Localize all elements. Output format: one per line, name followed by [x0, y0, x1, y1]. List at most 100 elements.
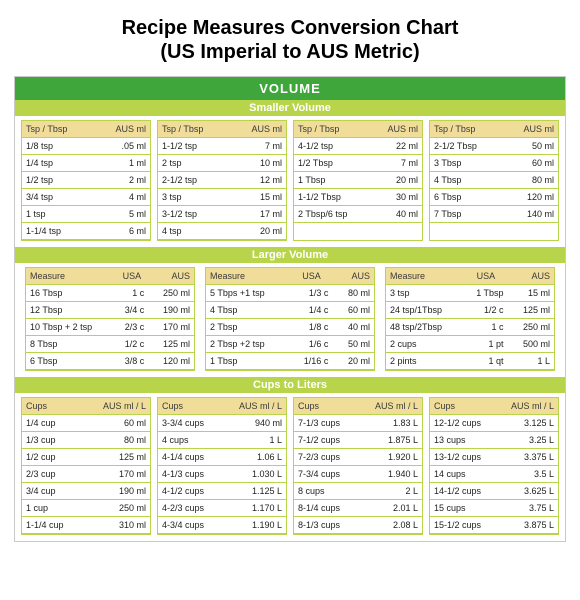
- table-cell: 60 ml: [334, 302, 374, 319]
- table-header: USA: [289, 268, 335, 285]
- table-cell: 17 ml: [230, 206, 286, 223]
- table-row: 3/4 cup190 ml: [22, 483, 150, 500]
- table-cell: 1 qt: [462, 353, 509, 370]
- table-cell: 60 ml: [82, 415, 150, 432]
- table-cell: 2 tsp: [158, 155, 230, 172]
- table-cell: 12 ml: [230, 172, 286, 189]
- table-cell: 2 Tbsp/6 tsp: [294, 206, 371, 223]
- table-cell: 3.5 L: [496, 466, 558, 483]
- table-row: 14 cups3.5 L: [430, 466, 558, 483]
- table-cell: 120 ml: [150, 353, 194, 370]
- table-cell: 12-1/2 cups: [430, 415, 496, 432]
- table-cell: 3.375 L: [496, 449, 558, 466]
- table-header: Measure: [386, 268, 462, 285]
- table-cell: 2-1/2 tsp: [158, 172, 230, 189]
- table-row: 2/3 cup170 ml: [22, 466, 150, 483]
- table-row: 1-1/4 tsp6 ml: [22, 223, 150, 240]
- table-header: Measure: [206, 268, 289, 285]
- smaller-volume-row: Tsp / TbspAUS ml1/8 tsp.05 ml1/4 tsp1 ml…: [15, 116, 565, 247]
- table-row: 2 Tbsp1/8 c40 ml: [206, 319, 374, 336]
- cups-to-liters-banner: Cups to Liters: [15, 377, 565, 393]
- table-cell: 3.125 L: [496, 415, 558, 432]
- table-cell: 16 Tbsp: [26, 285, 113, 302]
- table-row: 3/4 tsp4 ml: [22, 189, 150, 206]
- table-row: 3-1/2 tsp17 ml: [158, 206, 286, 223]
- table-row: 3-3/4 cups940 ml: [158, 415, 286, 432]
- table-cell: 3/4 cup: [22, 483, 82, 500]
- table-cell: 7 ml: [371, 155, 422, 172]
- table-row: 8-1/3 cups2.08 L: [294, 517, 422, 534]
- table-cell: 8 cups: [294, 483, 357, 500]
- table-row: 2 Tbsp +2 tsp1/6 c50 ml: [206, 336, 374, 353]
- table-header: AUS ml: [503, 121, 558, 138]
- table-cell: 6 Tbsp: [26, 353, 113, 370]
- table-row: 1 tsp5 ml: [22, 206, 150, 223]
- table-cell: 4 Tbsp: [430, 172, 503, 189]
- table-row: 13-1/2 cups3.375 L: [430, 449, 558, 466]
- conversion-table: MeasureUSAAUS16 Tbsp1 c250 ml12 Tbsp3/4 …: [26, 267, 194, 370]
- table-cell: 3/4 c: [113, 302, 150, 319]
- table-cell: 12 Tbsp: [26, 302, 113, 319]
- table-cell: 3-1/2 tsp: [158, 206, 230, 223]
- table-cell: 2.08 L: [357, 517, 422, 534]
- table-cell: 1.030 L: [221, 466, 286, 483]
- larger-volume-row: MeasureUSAAUS16 Tbsp1 c250 ml12 Tbsp3/4 …: [15, 263, 565, 377]
- table-cell: 1 Tbsp: [294, 172, 371, 189]
- conversion-table: CupsAUS ml / L12-1/2 cups3.125 L13 cups3…: [430, 397, 558, 534]
- table-header: AUS ml: [94, 121, 150, 138]
- table-panel: Tsp / TbspAUS ml2-1/2 Tbsp50 ml3 Tbsp60 …: [429, 120, 559, 241]
- table-cell: 1.83 L: [357, 415, 422, 432]
- table-header: AUS: [150, 268, 194, 285]
- table-cell: 22 ml: [371, 138, 422, 155]
- table-cell: 1.190 L: [221, 517, 286, 534]
- table-header: AUS ml / L: [82, 398, 150, 415]
- table-row: 3 tsp1 Tbsp15 ml: [386, 285, 554, 302]
- table-cell: 3 tsp: [386, 285, 462, 302]
- table-cell: 1 L: [221, 432, 286, 449]
- table-cell: 3 tsp: [158, 189, 230, 206]
- table-cell: 2/3 c: [113, 319, 150, 336]
- table-row: 2 tsp10 ml: [158, 155, 286, 172]
- table-row: 1-1/2 Tbsp30 ml: [294, 189, 422, 206]
- table-cell: 170 ml: [150, 319, 194, 336]
- table-row: 1/2 Tbsp7 ml: [294, 155, 422, 172]
- conversion-table: Tsp / TbspAUS ml1/8 tsp.05 ml1/4 tsp1 ml…: [22, 120, 150, 240]
- table-panel: MeasureUSAAUS16 Tbsp1 c250 ml12 Tbsp3/4 …: [25, 267, 195, 371]
- table-row: 8 cups2 L: [294, 483, 422, 500]
- table-header: Cups: [294, 398, 357, 415]
- table-row: 4-1/3 cups1.030 L: [158, 466, 286, 483]
- table-panel: CupsAUS ml / L1/4 cup60 ml1/3 cup80 ml1/…: [21, 397, 151, 535]
- table-cell: 8-1/4 cups: [294, 500, 357, 517]
- table-row: 8 Tbsp1/2 c125 ml: [26, 336, 194, 353]
- conversion-table: Tsp / TbspAUS ml4-1/2 tsp22 ml1/2 Tbsp7 …: [294, 120, 422, 223]
- table-row: 14-1/2 cups3.625 L: [430, 483, 558, 500]
- table-cell: 1-1/4 cup: [22, 517, 82, 534]
- table-cell: 4 cups: [158, 432, 221, 449]
- table-cell: 3/4 tsp: [22, 189, 94, 206]
- table-row: 3 Tbsp60 ml: [430, 155, 558, 172]
- table-cell: 7-3/4 cups: [294, 466, 357, 483]
- table-cell: 2/3 cup: [22, 466, 82, 483]
- table-row: 1/3 cup80 ml: [22, 432, 150, 449]
- table-cell: 13 cups: [430, 432, 496, 449]
- table-row: 2 cups1 pt500 ml: [386, 336, 554, 353]
- table-row: 7-1/3 cups1.83 L: [294, 415, 422, 432]
- table-cell: 170 ml: [82, 466, 150, 483]
- title-line1: Recipe Measures Conversion Chart: [122, 17, 459, 39]
- table-row: 4-2/3 cups1.170 L: [158, 500, 286, 517]
- table-cell: 1/6 c: [289, 336, 335, 353]
- table-header: Tsp / Tbsp: [430, 121, 503, 138]
- table-cell: 1.170 L: [221, 500, 286, 517]
- table-cell: 3.875 L: [496, 517, 558, 534]
- table-cell: 1/8 tsp: [22, 138, 94, 155]
- table-cell: 500 ml: [510, 336, 554, 353]
- table-row: 1 Tbsp20 ml: [294, 172, 422, 189]
- table-cell: 2.01 L: [357, 500, 422, 517]
- table-cell: 140 ml: [503, 206, 558, 223]
- conversion-table: CupsAUS ml / L1/4 cup60 ml1/3 cup80 ml1/…: [22, 397, 150, 534]
- table-cell: 7 Tbsp: [430, 206, 503, 223]
- table-cell: 1-1/4 tsp: [22, 223, 94, 240]
- table-row: 4-1/2 cups1.125 L: [158, 483, 286, 500]
- table-row: 15 cups3.75 L: [430, 500, 558, 517]
- table-panel: CupsAUS ml / L3-3/4 cups940 ml4 cups1 L4…: [157, 397, 287, 535]
